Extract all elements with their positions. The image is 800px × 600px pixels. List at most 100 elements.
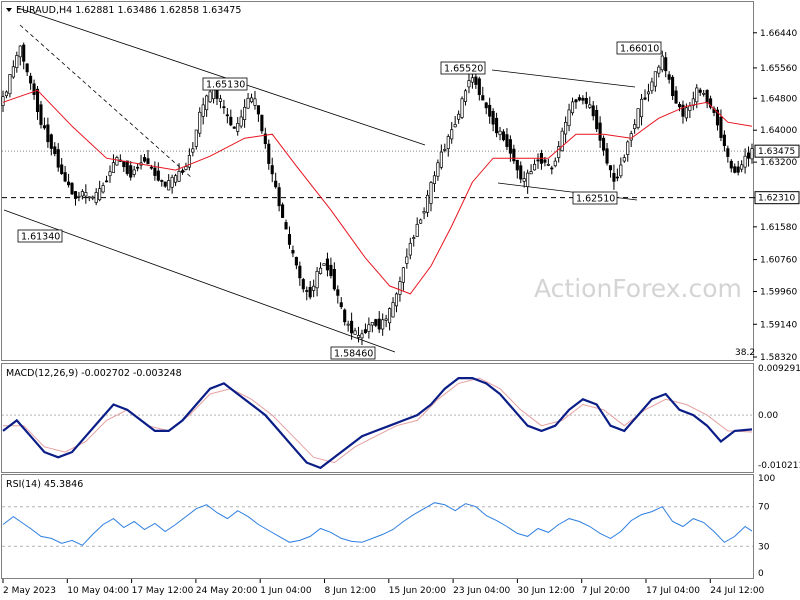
candle-body bbox=[615, 176, 619, 179]
time-axis-label: 30 Jun 12:00 bbox=[517, 586, 574, 596]
candle-body bbox=[498, 130, 502, 136]
candle-body bbox=[222, 106, 226, 109]
candle-body bbox=[149, 166, 153, 169]
candle-body bbox=[495, 117, 499, 134]
price-axis-label: 1.58320 bbox=[760, 353, 797, 363]
candle-body bbox=[550, 167, 554, 170]
candle-body bbox=[329, 264, 333, 277]
candle-body bbox=[470, 77, 474, 83]
macd-signal-line bbox=[3, 377, 753, 464]
candle-body bbox=[505, 134, 509, 147]
current-price-box bbox=[754, 144, 800, 158]
candle-body bbox=[740, 164, 744, 170]
candle-body bbox=[743, 155, 747, 168]
candle-body bbox=[394, 293, 399, 307]
candle-body bbox=[339, 302, 343, 308]
macd-axis-label: 0.009291 bbox=[758, 364, 800, 374]
candle-body bbox=[136, 166, 140, 169]
candle-body bbox=[356, 335, 361, 338]
candle-body bbox=[129, 165, 133, 178]
time-axis-label: 23 Jun 04:00 bbox=[453, 586, 510, 596]
candle-body bbox=[463, 90, 468, 102]
candle-body bbox=[750, 148, 754, 160]
candle-body bbox=[650, 81, 654, 92]
candle-body bbox=[532, 163, 537, 171]
candle-body bbox=[595, 109, 599, 130]
candle-body bbox=[467, 80, 471, 88]
price-annotation-box bbox=[616, 41, 662, 55]
price-annotation-label: 1.65130 bbox=[206, 80, 245, 91]
candle-body bbox=[98, 188, 102, 201]
candle-body bbox=[543, 159, 547, 163]
candle-body bbox=[42, 125, 46, 129]
candle-body bbox=[263, 133, 267, 145]
candle-body bbox=[622, 157, 626, 162]
candle-body bbox=[674, 90, 678, 104]
candle-body bbox=[260, 114, 264, 132]
candle-body bbox=[291, 250, 295, 254]
candle-body bbox=[142, 157, 147, 162]
candle-body bbox=[270, 165, 274, 175]
candle-body bbox=[360, 333, 364, 339]
candle-body bbox=[346, 323, 350, 326]
candle-body bbox=[243, 106, 247, 120]
candle-body bbox=[115, 157, 119, 166]
price-annotation-label: 1.65520 bbox=[444, 64, 483, 75]
price-annotation-label: 1.61340 bbox=[21, 232, 60, 243]
candle-body bbox=[401, 267, 405, 283]
macd-panel-frame bbox=[1, 363, 754, 473]
candle-body bbox=[35, 88, 40, 112]
candle-body bbox=[218, 98, 223, 102]
candle-body bbox=[684, 107, 688, 119]
trendline bbox=[19, 24, 193, 179]
candle-body bbox=[294, 256, 298, 266]
rsi-line bbox=[2, 502, 753, 546]
candle-body bbox=[153, 167, 157, 176]
candle-body bbox=[253, 98, 257, 106]
candle-body bbox=[664, 57, 668, 72]
price-annotation-box bbox=[440, 61, 486, 75]
candle-body bbox=[446, 136, 450, 150]
candle-body bbox=[709, 98, 713, 108]
candle-body bbox=[87, 196, 91, 199]
candle-body bbox=[581, 97, 585, 101]
candle-body bbox=[163, 181, 167, 187]
candle-body bbox=[343, 309, 347, 323]
candle-body bbox=[111, 162, 116, 173]
candle-body bbox=[198, 111, 202, 134]
price-annotation-label: 1.58460 bbox=[334, 349, 373, 360]
candle-body bbox=[363, 329, 367, 334]
candle-body bbox=[301, 279, 305, 290]
candle-body bbox=[236, 123, 240, 132]
candle-body bbox=[602, 137, 606, 151]
candle-body bbox=[726, 148, 730, 157]
macd-axis-label: -0.010211 bbox=[758, 461, 800, 471]
candle-body bbox=[46, 124, 50, 143]
macd-line bbox=[2, 377, 753, 470]
candle-body bbox=[160, 180, 164, 182]
candle-body bbox=[501, 131, 506, 141]
candle-body bbox=[353, 330, 357, 335]
candle-body bbox=[229, 116, 233, 126]
price-axis-label: 1.59140 bbox=[760, 320, 797, 330]
candle-body bbox=[605, 148, 609, 164]
candle-body bbox=[636, 108, 640, 128]
time-axis-label: 2 May 2023 bbox=[3, 586, 56, 596]
price-annotation-label: 1.62510 bbox=[576, 194, 615, 205]
candle-body bbox=[325, 258, 330, 271]
candle-body bbox=[377, 318, 381, 330]
symbol-dropdown-icon[interactable] bbox=[6, 8, 12, 12]
time-axis-label: 17 Jul 04:00 bbox=[646, 586, 700, 596]
candle-body bbox=[184, 166, 188, 170]
candle-body bbox=[719, 116, 723, 138]
candle-body bbox=[201, 104, 205, 117]
candle-body bbox=[564, 121, 568, 135]
candle-body bbox=[633, 124, 637, 130]
time-axis-label: 24 May 20:00 bbox=[196, 586, 258, 596]
candle-body bbox=[15, 55, 19, 69]
candle-body bbox=[736, 166, 740, 173]
candle-body bbox=[60, 164, 64, 175]
candle-body bbox=[39, 104, 43, 125]
candle-body bbox=[11, 66, 15, 78]
